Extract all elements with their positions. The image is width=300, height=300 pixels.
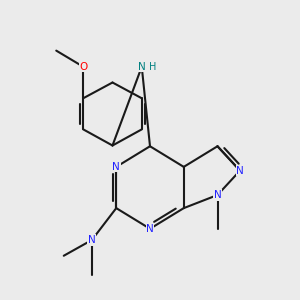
Text: N: N xyxy=(88,235,96,245)
Text: N: N xyxy=(138,62,146,72)
Text: N: N xyxy=(112,162,120,172)
Text: N: N xyxy=(214,190,221,200)
Text: N: N xyxy=(146,224,154,234)
Text: N: N xyxy=(236,166,244,176)
Text: H: H xyxy=(148,62,156,72)
Text: O: O xyxy=(79,62,87,72)
